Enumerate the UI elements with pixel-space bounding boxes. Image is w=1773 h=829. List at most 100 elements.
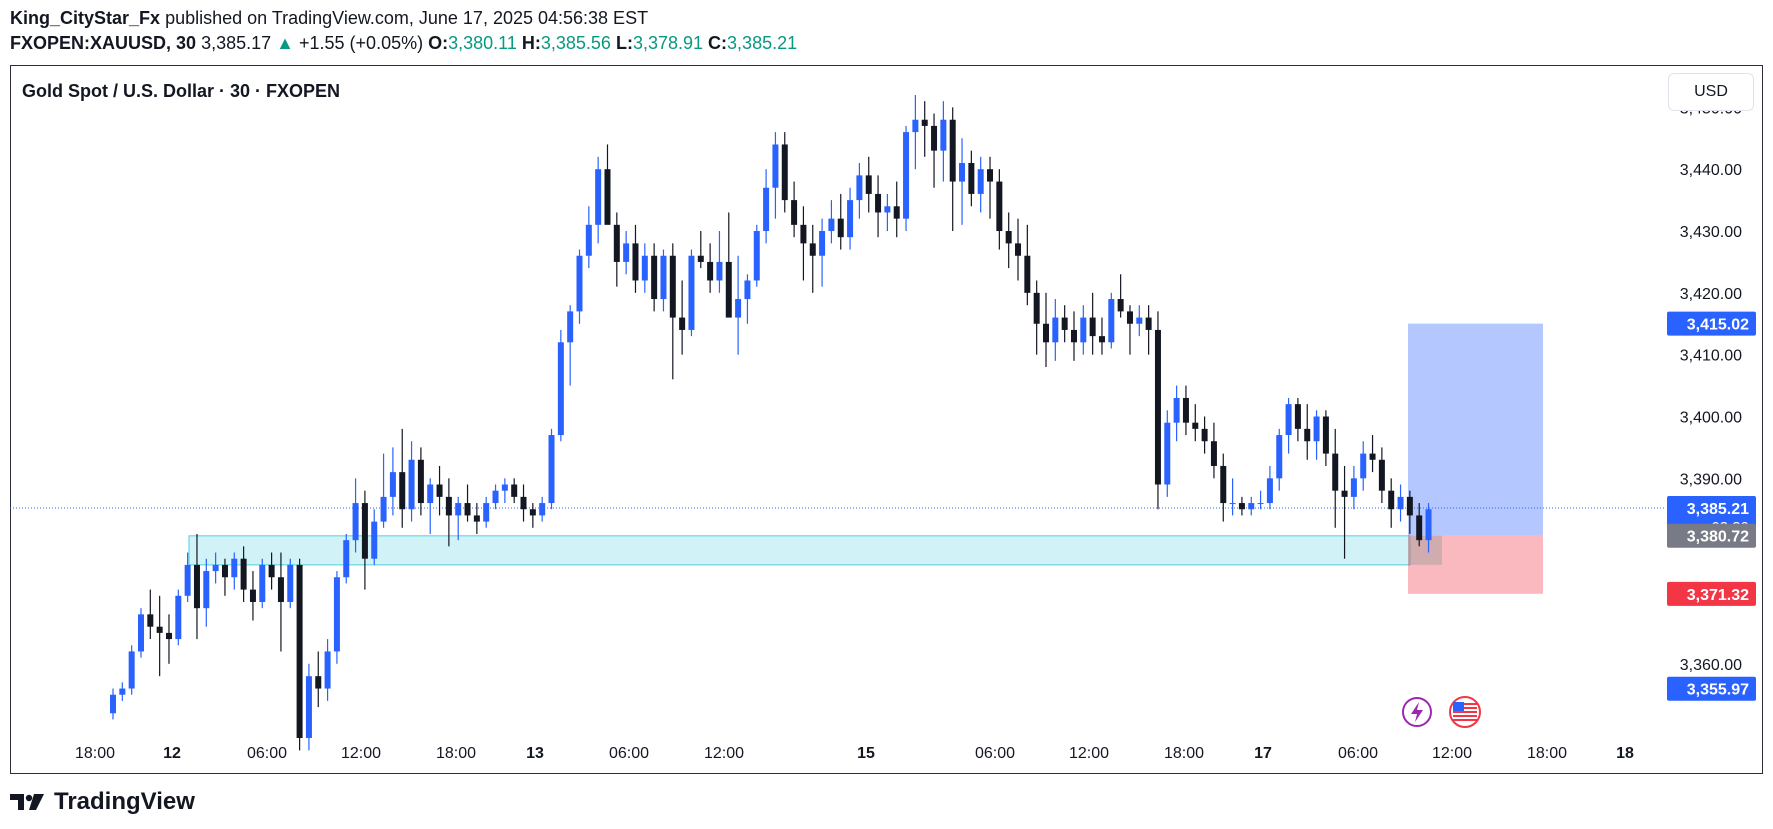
candle[interactable] [1285,404,1292,436]
candle[interactable] [781,144,788,201]
candle[interactable] [1220,465,1227,504]
candle[interactable] [147,614,154,627]
candle[interactable] [847,200,854,238]
candle[interactable] [921,119,928,126]
candle[interactable] [623,243,630,262]
position-stop-box[interactable] [1408,535,1543,594]
candle[interactable] [203,571,210,609]
candle[interactable] [1360,453,1367,479]
candle[interactable] [557,342,564,436]
candle[interactable] [753,231,760,281]
candle[interactable] [1126,311,1133,324]
candle[interactable] [408,459,415,510]
candle[interactable] [763,187,770,232]
candle[interactable] [791,200,798,225]
candle[interactable] [912,119,919,133]
candle[interactable] [716,261,723,281]
candle[interactable] [221,564,228,578]
candle[interactable] [417,459,424,504]
candle[interactable] [1164,422,1171,485]
candle[interactable] [1406,496,1413,516]
candle[interactable] [427,484,434,504]
candle[interactable] [1005,231,1012,244]
candle[interactable] [1257,503,1264,505]
candle[interactable] [352,503,359,541]
candle[interactable] [380,496,387,522]
candle[interactable] [688,255,695,330]
candle[interactable] [613,224,620,262]
candle[interactable] [819,231,826,256]
candle[interactable] [165,632,172,640]
candle[interactable] [1388,490,1395,510]
candle[interactable] [651,255,658,300]
candle[interactable] [1052,317,1059,343]
candle[interactable] [669,255,676,318]
candle[interactable] [1341,490,1348,497]
candle[interactable] [1248,503,1255,510]
candle[interactable] [1061,317,1068,330]
candle[interactable] [520,496,527,510]
candle[interactable] [333,577,340,652]
candle[interactable] [940,119,947,151]
candle[interactable] [1043,323,1049,343]
candle[interactable] [156,626,163,633]
candle[interactable] [1192,422,1199,429]
candle[interactable] [473,515,480,522]
candle[interactable] [931,125,938,151]
candle[interactable] [1276,435,1283,479]
candle[interactable] [1210,441,1217,466]
position-target-box[interactable] [1408,323,1543,536]
candle[interactable] [1070,329,1077,343]
candle[interactable] [1322,416,1329,454]
candle[interactable] [1397,496,1404,510]
candle[interactable] [1154,329,1161,485]
candle[interactable] [445,496,452,516]
candle[interactable] [455,503,462,516]
currency-button[interactable]: USD [1668,73,1754,111]
candle[interactable] [641,255,648,281]
candle[interactable] [110,694,116,714]
candle[interactable] [119,688,126,695]
candle[interactable] [865,175,872,194]
candle[interactable] [1089,317,1096,337]
candle[interactable] [436,484,443,497]
candle[interactable] [707,261,714,281]
candle[interactable] [875,193,882,213]
candle[interactable] [660,255,667,300]
candle[interactable] [1201,428,1208,442]
candle[interactable] [240,558,247,590]
candle[interactable] [1033,292,1040,324]
candle[interactable] [1266,478,1273,504]
candle[interactable] [539,503,546,516]
candle[interactable] [949,119,956,182]
candle[interactable] [725,261,732,318]
candle[interactable] [1378,459,1385,491]
candle[interactable] [511,484,518,497]
candle[interactable] [856,175,863,201]
candle[interactable] [1332,453,1339,491]
tradingview-logo[interactable]: TradingView [10,788,195,816]
author-name[interactable]: King_CityStar_Fx [10,8,161,28]
candle[interactable] [632,243,639,281]
candle[interactable] [987,169,994,182]
candle[interactable] [287,564,294,602]
candle[interactable] [1238,503,1245,510]
candle[interactable] [1229,503,1236,505]
candle[interactable] [1416,515,1423,541]
candle[interactable] [595,169,602,225]
candle[interactable] [567,311,574,343]
candle[interactable] [259,564,266,602]
candle[interactable] [212,564,219,572]
candle[interactable] [1136,317,1143,324]
candle[interactable] [1024,255,1031,293]
candle[interactable] [903,132,910,219]
candle[interactable] [305,676,312,738]
candle[interactable] [679,317,686,330]
candle[interactable] [389,472,396,497]
candle[interactable] [809,243,816,256]
candle[interactable] [231,558,238,578]
candle[interactable] [1015,243,1022,256]
candle[interactable] [128,651,135,689]
candle[interactable] [137,614,144,652]
